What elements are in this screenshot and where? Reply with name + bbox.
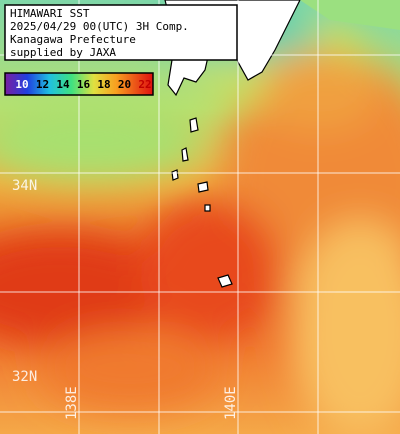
- colorbar-label: 16: [77, 78, 91, 91]
- header-box: HIMAWARI SST 2025/04/29 00(UTC) 3H Comp.…: [4, 4, 238, 61]
- lat-label: 34N: [12, 178, 37, 194]
- header-line: supplied by JAXA: [10, 46, 116, 59]
- colorbar-label: 22: [138, 78, 151, 91]
- lon-label: 138E: [64, 386, 80, 420]
- colorbar: 10 12 14 16 18 20 22: [4, 72, 154, 96]
- colorbar-label: 10: [15, 78, 28, 91]
- colorbar-label: 18: [97, 78, 110, 91]
- lat-label: 32N: [12, 369, 37, 385]
- lon-label: 140E: [223, 386, 239, 420]
- header-line: HIMAWARI SST: [10, 7, 90, 20]
- header-line: 2025/04/29 00(UTC) 3H Comp.: [10, 20, 189, 33]
- colorbar-label: 14: [56, 78, 70, 91]
- colorbar-label: 12: [36, 78, 49, 91]
- colorbar-label: 20: [118, 78, 131, 91]
- header-line: Kanagawa Prefecture: [10, 33, 136, 46]
